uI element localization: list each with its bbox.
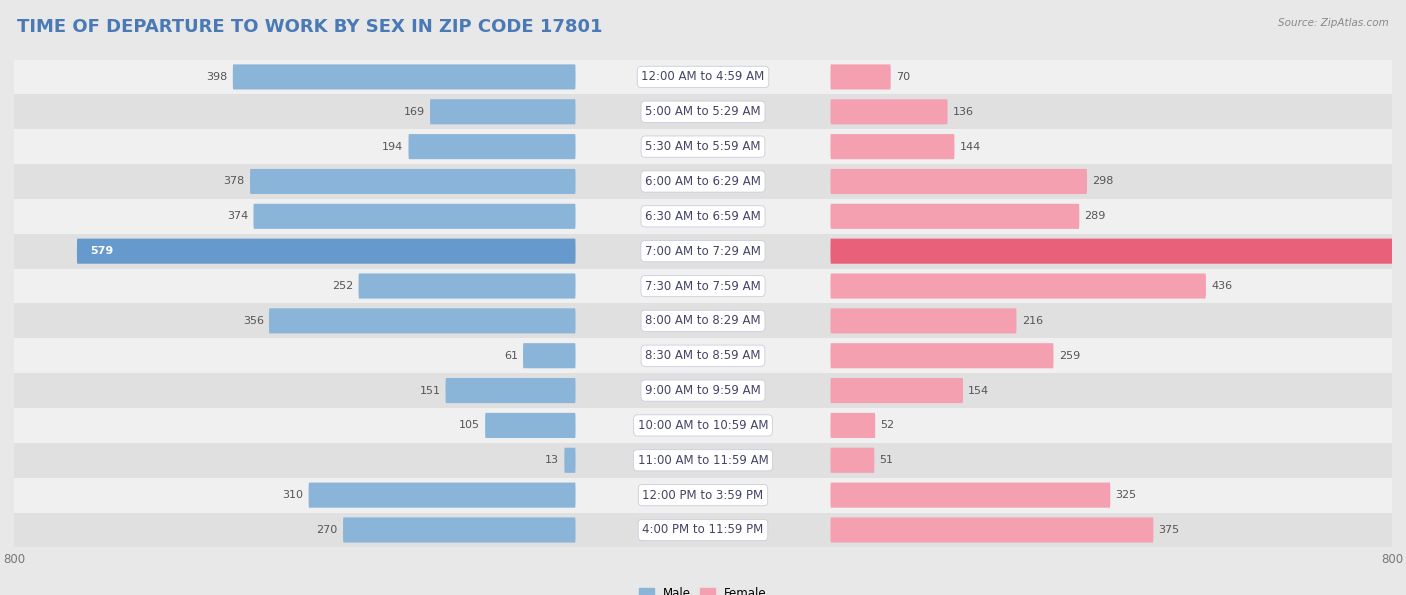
FancyBboxPatch shape (14, 129, 1392, 164)
FancyBboxPatch shape (14, 199, 1392, 234)
Text: 5:00 AM to 5:29 AM: 5:00 AM to 5:29 AM (645, 105, 761, 118)
Text: 8:30 AM to 8:59 AM: 8:30 AM to 8:59 AM (645, 349, 761, 362)
Text: 6:00 AM to 6:29 AM: 6:00 AM to 6:29 AM (645, 175, 761, 188)
Text: 151: 151 (419, 386, 440, 396)
Text: 169: 169 (404, 107, 425, 117)
FancyBboxPatch shape (831, 99, 948, 124)
FancyBboxPatch shape (430, 99, 575, 124)
FancyBboxPatch shape (831, 308, 1017, 333)
Text: 259: 259 (1059, 350, 1080, 361)
Text: 325: 325 (1115, 490, 1136, 500)
FancyBboxPatch shape (233, 64, 575, 89)
FancyBboxPatch shape (14, 443, 1392, 478)
FancyBboxPatch shape (14, 164, 1392, 199)
FancyBboxPatch shape (831, 378, 963, 403)
FancyBboxPatch shape (308, 483, 575, 508)
FancyBboxPatch shape (14, 408, 1392, 443)
Text: 194: 194 (382, 142, 404, 152)
Text: 61: 61 (503, 350, 517, 361)
FancyBboxPatch shape (831, 274, 1206, 299)
FancyBboxPatch shape (14, 234, 1392, 268)
Text: 9:00 AM to 9:59 AM: 9:00 AM to 9:59 AM (645, 384, 761, 397)
Text: 11:00 AM to 11:59 AM: 11:00 AM to 11:59 AM (638, 454, 768, 466)
FancyBboxPatch shape (359, 274, 575, 299)
FancyBboxPatch shape (253, 203, 575, 229)
FancyBboxPatch shape (77, 239, 575, 264)
Text: 154: 154 (969, 386, 990, 396)
Text: 10:00 AM to 10:59 AM: 10:00 AM to 10:59 AM (638, 419, 768, 432)
FancyBboxPatch shape (409, 134, 575, 159)
Text: 4:00 PM to 11:59 PM: 4:00 PM to 11:59 PM (643, 524, 763, 537)
Text: 216: 216 (1022, 316, 1043, 326)
Text: 8:00 AM to 8:29 AM: 8:00 AM to 8:29 AM (645, 314, 761, 327)
Text: 310: 310 (283, 490, 304, 500)
Text: TIME OF DEPARTURE TO WORK BY SEX IN ZIP CODE 17801: TIME OF DEPARTURE TO WORK BY SEX IN ZIP … (17, 18, 602, 36)
FancyBboxPatch shape (831, 518, 1153, 543)
Text: 144: 144 (960, 142, 981, 152)
FancyBboxPatch shape (14, 303, 1392, 339)
FancyBboxPatch shape (523, 343, 575, 368)
Text: 5:30 AM to 5:59 AM: 5:30 AM to 5:59 AM (645, 140, 761, 153)
FancyBboxPatch shape (14, 512, 1392, 547)
Text: 51: 51 (880, 455, 894, 465)
FancyBboxPatch shape (14, 373, 1392, 408)
Text: 105: 105 (458, 421, 479, 430)
Text: 298: 298 (1092, 177, 1114, 186)
Text: 270: 270 (316, 525, 337, 535)
Text: 398: 398 (207, 72, 228, 82)
FancyBboxPatch shape (831, 64, 891, 89)
FancyBboxPatch shape (831, 343, 1053, 368)
FancyBboxPatch shape (14, 478, 1392, 512)
FancyBboxPatch shape (831, 483, 1111, 508)
Text: 7:00 AM to 7:29 AM: 7:00 AM to 7:29 AM (645, 245, 761, 258)
Text: 374: 374 (226, 211, 249, 221)
FancyBboxPatch shape (14, 339, 1392, 373)
Text: 6:30 AM to 6:59 AM: 6:30 AM to 6:59 AM (645, 210, 761, 223)
Text: 289: 289 (1084, 211, 1107, 221)
Text: 356: 356 (243, 316, 264, 326)
Text: 378: 378 (224, 177, 245, 186)
FancyBboxPatch shape (14, 95, 1392, 129)
FancyBboxPatch shape (14, 60, 1392, 95)
Text: 136: 136 (953, 107, 974, 117)
Legend: Male, Female: Male, Female (634, 583, 772, 595)
FancyBboxPatch shape (831, 134, 955, 159)
FancyBboxPatch shape (269, 308, 575, 333)
Text: 579: 579 (90, 246, 112, 256)
Text: 12:00 AM to 4:59 AM: 12:00 AM to 4:59 AM (641, 70, 765, 83)
Text: 70: 70 (896, 72, 910, 82)
FancyBboxPatch shape (446, 378, 575, 403)
Text: 13: 13 (546, 455, 560, 465)
Text: 436: 436 (1211, 281, 1232, 291)
FancyBboxPatch shape (343, 518, 575, 543)
Text: 375: 375 (1159, 525, 1180, 535)
Text: 12:00 PM to 3:59 PM: 12:00 PM to 3:59 PM (643, 488, 763, 502)
FancyBboxPatch shape (831, 203, 1080, 229)
FancyBboxPatch shape (485, 413, 575, 438)
FancyBboxPatch shape (831, 169, 1087, 194)
FancyBboxPatch shape (250, 169, 575, 194)
FancyBboxPatch shape (831, 413, 875, 438)
Text: 252: 252 (332, 281, 353, 291)
FancyBboxPatch shape (564, 447, 575, 473)
Text: Source: ZipAtlas.com: Source: ZipAtlas.com (1278, 18, 1389, 28)
Text: 7:30 AM to 7:59 AM: 7:30 AM to 7:59 AM (645, 280, 761, 293)
Text: 52: 52 (880, 421, 894, 430)
FancyBboxPatch shape (831, 239, 1406, 264)
FancyBboxPatch shape (14, 268, 1392, 303)
FancyBboxPatch shape (831, 447, 875, 473)
